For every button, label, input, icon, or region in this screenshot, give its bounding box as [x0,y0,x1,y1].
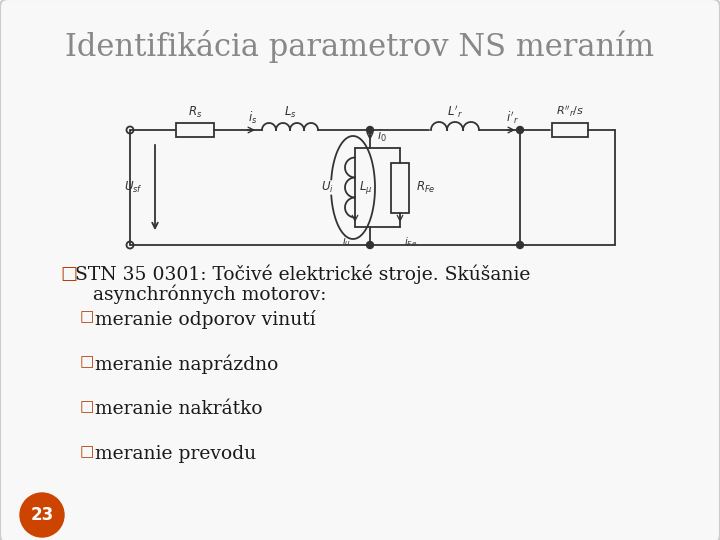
Circle shape [20,493,64,537]
Text: □: □ [60,265,77,283]
Text: 23: 23 [30,506,53,524]
Text: Identifikácia parametrov NS meraním: Identifikácia parametrov NS meraním [66,30,654,63]
Text: $i_0$: $i_0$ [377,128,387,144]
Text: $i_\mu$: $i_\mu$ [342,235,351,249]
Text: $U_{sf}$: $U_{sf}$ [124,180,143,195]
Text: meranie naprázdno: meranie naprázdno [95,355,279,375]
Text: meranie odporov vinutí: meranie odporov vinutí [95,310,315,329]
Text: □: □ [80,310,94,324]
Text: STN 35 0301: Točivé elektrické stroje. Skúšanie: STN 35 0301: Točivé elektrické stroje. S… [75,265,531,285]
Text: $R_s$: $R_s$ [188,104,202,119]
Text: $L_\mu$: $L_\mu$ [359,179,372,196]
Text: $i'_r$: $i'_r$ [505,110,518,126]
Text: □: □ [80,355,94,369]
Bar [176,123,214,137]
Text: $L_s$: $L_s$ [284,104,297,119]
Bar [552,123,588,137]
Bar [391,163,409,213]
Text: $R_{Fe}$: $R_{Fe}$ [416,180,436,195]
Circle shape [366,126,374,133]
Circle shape [366,241,374,248]
Text: $i_s$: $i_s$ [248,110,258,126]
Text: $R''_r/s$: $R''_r/s$ [556,105,584,119]
Text: meranie nakrátko: meranie nakrátko [95,400,263,418]
Text: □: □ [80,445,94,459]
Text: $i_{Fe}$: $i_{Fe}$ [404,235,417,249]
Text: □: □ [80,400,94,414]
Circle shape [516,126,523,133]
Text: $U_i$: $U_i$ [320,180,333,195]
Text: meranie prevodu: meranie prevodu [95,445,256,463]
Text: asynchrónnych motorov:: asynchrónnych motorov: [93,285,326,305]
Circle shape [516,241,523,248]
Text: $L'_r$: $L'_r$ [447,104,463,120]
